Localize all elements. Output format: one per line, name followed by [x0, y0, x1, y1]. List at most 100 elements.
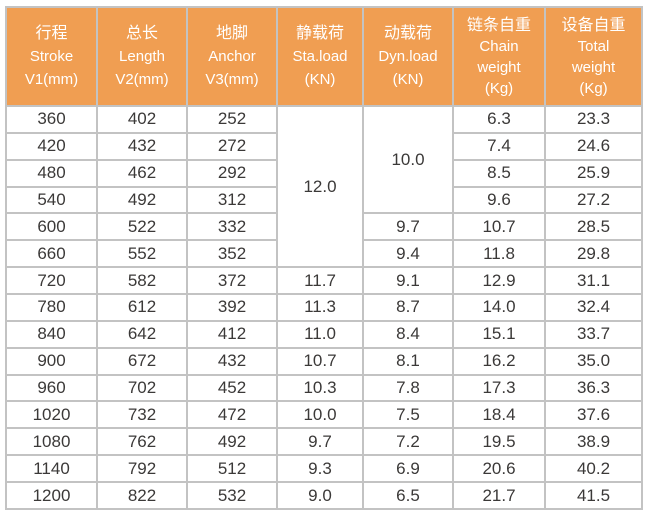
cell-chain-weight: 10.7: [452, 212, 546, 242]
header-label-en: (Kg): [579, 79, 608, 97]
cell-dyn-load: 9.1: [362, 266, 454, 296]
cell-dyn-load: 8.4: [362, 319, 454, 349]
merged-cell-sta-load: 12.0: [276, 104, 364, 269]
cell-dyn-load: 9.7: [362, 212, 454, 242]
cell-stroke: 720: [5, 266, 98, 296]
cell-total-weight: 29.8: [544, 239, 643, 269]
table-row: 1080 762 492 9.7 7.2 19.5 38.9: [5, 427, 643, 457]
cell-anchor: 452: [186, 373, 278, 403]
table-row: 600 522 332 9.7 10.7 28.5: [5, 212, 643, 242]
cell-chain-weight: 12.9: [452, 266, 546, 296]
cell-chain-weight: 6.3: [452, 105, 546, 134]
cell-sta-load: 9.0: [276, 481, 364, 510]
table-row: 540 492 312 9.6 27.2: [5, 185, 643, 215]
cell-chain-weight: 17.3: [452, 373, 546, 403]
cell-length: 462: [96, 158, 188, 188]
header-label-en: Stroke: [29, 48, 74, 65]
cell-chain-weight: 14.0: [452, 293, 546, 322]
table-row: 900 672 432 10.7 8.1 16.2 35.0: [5, 346, 643, 376]
cell-chain-weight: 19.5: [452, 427, 546, 457]
header-label-cn: 静载荷: [295, 25, 344, 42]
cell-chain-weight: 21.7: [452, 481, 546, 510]
header-length: 总长 Length V2(mm): [96, 6, 188, 107]
cell-dyn-load: 7.5: [362, 400, 454, 430]
cell-total-weight: 36.3: [544, 373, 643, 403]
cell-anchor: 252: [186, 105, 278, 134]
cell-stroke: 420: [5, 131, 98, 161]
cell-stroke: 780: [5, 293, 98, 322]
cell-sta-load: 10.7: [276, 346, 364, 376]
cell-stroke: 900: [5, 346, 98, 376]
table-row: 840 642 412 11.0 8.4 15.1 33.7: [5, 319, 643, 349]
cell-sta-load: 11.7: [276, 266, 364, 296]
cell-length: 582: [96, 266, 188, 296]
header-label-en: (KN): [392, 71, 424, 88]
table-row: 960 702 452 10.3 7.8 17.3 36.3: [5, 373, 643, 403]
header-label-en: Sta.load: [292, 48, 348, 65]
header-sta-load: 静载荷 Sta.load (KN): [276, 6, 364, 107]
cell-chain-weight: 11.8: [452, 239, 546, 269]
header-label-en: (KN): [304, 71, 336, 88]
cell-length: 402: [96, 105, 188, 134]
cell-sta-load: 10.3: [276, 373, 364, 403]
cell-total-weight: 35.0: [544, 346, 643, 376]
cell-length: 792: [96, 454, 188, 484]
cell-length: 702: [96, 373, 188, 403]
cell-anchor: 432: [186, 346, 278, 376]
header-label-en: Anchor: [208, 48, 256, 65]
cell-length: 522: [96, 212, 188, 242]
header-label-en: weight: [477, 58, 521, 76]
table-row: 720 582 372 11.7 9.1 12.9 31.1: [5, 266, 643, 296]
cell-length: 492: [96, 185, 188, 215]
cell-stroke: 840: [5, 319, 98, 349]
cell-total-weight: 41.5: [544, 481, 643, 510]
cell-stroke: 540: [5, 185, 98, 215]
cell-dyn-load: 6.9: [362, 454, 454, 484]
cell-length: 672: [96, 346, 188, 376]
table-row: 420 432 272 7.4 24.6: [5, 131, 643, 161]
cell-stroke: 1140: [5, 454, 98, 484]
cell-stroke: 600: [5, 212, 98, 242]
header-total-weight: 设备自重 Total weight (Kg): [544, 6, 643, 107]
cell-dyn-load: 7.8: [362, 373, 454, 403]
table-header: 行程 Stroke V1(mm) 总长 Length V2(mm) 地脚 Anchor V3(m…: [5, 6, 643, 107]
table-row: 1140 792 512 9.3 6.9 20.6 40.2: [5, 454, 643, 484]
cell-dyn-load: 8.1: [362, 346, 454, 376]
cell-sta-load: 9.3: [276, 454, 364, 484]
cell-dyn-load: 7.2: [362, 427, 454, 457]
header-chain-weight: 链条自重 Chain weight (Kg): [452, 6, 546, 107]
table-body: 360 402 252 12.0 10.0 6.3 23.3 420 432 272 7.4 24.6…: [5, 104, 643, 510]
header-label-cn: 行程: [35, 25, 68, 42]
cell-anchor: 472: [186, 400, 278, 430]
cell-sta-load: 9.7: [276, 427, 364, 457]
cell-stroke: 1200: [5, 481, 98, 510]
cell-anchor: 492: [186, 427, 278, 457]
cell-anchor: 352: [186, 239, 278, 269]
cell-anchor: 312: [186, 185, 278, 215]
header-row: 行程 Stroke V1(mm) 总长 Length V2(mm) 地脚 Anchor V3(m…: [5, 6, 643, 107]
table-row: 660 552 352 9.4 11.8 29.8: [5, 239, 643, 269]
table-row: 780 612 392 11.3 8.7 14.0 32.4: [5, 293, 643, 322]
cell-stroke: 660: [5, 239, 98, 269]
header-stroke: 行程 Stroke V1(mm): [5, 6, 98, 107]
cell-total-weight: 37.6: [544, 400, 643, 430]
cell-sta-load: 10.0: [276, 400, 364, 430]
cell-anchor: 372: [186, 266, 278, 296]
cell-anchor: 292: [186, 158, 278, 188]
cell-stroke: 1080: [5, 427, 98, 457]
cell-total-weight: 38.9: [544, 427, 643, 457]
cell-chain-weight: 8.5: [452, 158, 546, 188]
header-label-en: weight: [571, 58, 616, 76]
cell-anchor: 532: [186, 481, 278, 510]
header-label-en: V2(mm): [115, 71, 169, 88]
cell-stroke: 480: [5, 158, 98, 188]
header-label-cn: 总长: [125, 25, 158, 42]
header-label-cn: 地脚: [215, 25, 248, 42]
cell-chain-weight: 9.6: [452, 185, 546, 215]
header-label-cn: 动载荷: [383, 25, 432, 42]
cell-length: 642: [96, 319, 188, 349]
table-row: 1020 732 472 10.0 7.5 18.4 37.6: [5, 400, 643, 430]
cell-length: 822: [96, 481, 188, 510]
cell-chain-weight: 20.6: [452, 454, 546, 484]
